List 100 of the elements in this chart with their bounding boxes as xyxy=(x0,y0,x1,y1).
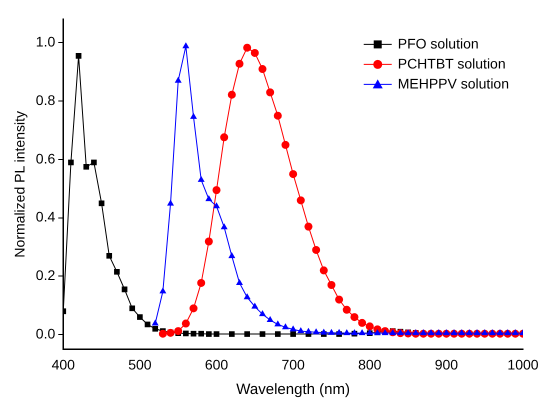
point xyxy=(235,60,244,68)
point xyxy=(190,330,196,337)
point xyxy=(466,329,473,336)
point xyxy=(197,278,206,287)
point xyxy=(76,53,82,59)
point xyxy=(213,202,220,208)
point xyxy=(290,325,297,332)
point xyxy=(312,328,320,334)
point xyxy=(204,238,213,246)
point xyxy=(251,302,258,309)
point xyxy=(229,331,235,337)
y-tick-label: 0.8 xyxy=(36,92,56,108)
point xyxy=(244,331,250,337)
legend-label: MEHPPV solution xyxy=(398,75,510,92)
point xyxy=(304,328,312,334)
point xyxy=(442,329,450,336)
legend-label: PFO solution xyxy=(398,35,479,52)
point xyxy=(250,48,259,57)
legend-label: PCHTBT solution xyxy=(398,55,506,72)
point xyxy=(512,329,519,336)
point xyxy=(320,266,328,274)
point xyxy=(152,326,158,332)
point xyxy=(174,327,182,336)
point xyxy=(282,323,289,330)
point xyxy=(327,280,336,289)
x-tick-label: 500 xyxy=(128,356,152,372)
point xyxy=(258,65,266,74)
point xyxy=(358,318,366,327)
point xyxy=(281,140,290,149)
y-axis-title: Normalized PL intensity xyxy=(11,111,28,258)
point xyxy=(266,88,274,96)
point xyxy=(220,133,228,142)
x-tick-label: 1000 xyxy=(507,356,539,372)
y-tick-label: 0.4 xyxy=(36,208,56,225)
point xyxy=(366,322,374,330)
point xyxy=(243,44,252,52)
point xyxy=(114,269,120,275)
point xyxy=(266,316,274,322)
point xyxy=(190,112,197,119)
point xyxy=(312,246,320,254)
point xyxy=(504,329,512,336)
point xyxy=(137,314,143,320)
point xyxy=(343,329,350,336)
point xyxy=(167,200,174,206)
point xyxy=(474,329,480,336)
point xyxy=(274,112,282,120)
point xyxy=(335,296,344,304)
point xyxy=(435,329,442,336)
point xyxy=(152,320,159,326)
point xyxy=(274,331,281,337)
point xyxy=(220,223,228,230)
point xyxy=(320,328,328,335)
point xyxy=(129,306,136,312)
point xyxy=(289,170,298,178)
point xyxy=(205,195,212,202)
x-tick-label: 900 xyxy=(434,356,458,372)
point xyxy=(183,330,189,336)
point xyxy=(458,329,466,336)
point xyxy=(274,320,282,326)
point xyxy=(122,286,128,292)
point xyxy=(244,293,251,300)
point xyxy=(342,306,351,314)
point xyxy=(98,200,104,206)
point xyxy=(481,329,488,336)
point xyxy=(450,329,458,336)
point xyxy=(159,287,166,294)
point xyxy=(228,90,236,99)
point xyxy=(91,160,97,166)
point xyxy=(106,252,112,259)
x-tick-label: 400 xyxy=(52,356,76,372)
point xyxy=(198,330,204,337)
point xyxy=(212,186,221,194)
point xyxy=(68,160,74,166)
point xyxy=(182,320,190,328)
point xyxy=(158,330,167,338)
point xyxy=(488,329,496,336)
point xyxy=(496,329,504,336)
y-tick-label: 1.0 xyxy=(36,34,56,50)
point xyxy=(336,328,343,335)
point xyxy=(296,196,305,204)
point xyxy=(228,252,236,258)
point xyxy=(190,304,198,312)
point xyxy=(83,164,90,170)
point xyxy=(174,76,182,83)
point xyxy=(297,327,304,334)
y-tick-label: 0.6 xyxy=(36,150,56,166)
point xyxy=(206,331,212,337)
point xyxy=(290,331,296,337)
point xyxy=(260,331,266,337)
y-tick-label: 0.2 xyxy=(36,267,56,284)
point xyxy=(350,313,358,322)
point xyxy=(198,176,205,182)
point xyxy=(144,322,150,328)
y-tick-label: 0.0 xyxy=(36,325,56,342)
x-tick-label: 800 xyxy=(358,356,382,372)
x-axis-title: Wavelength (nm) xyxy=(236,381,350,398)
point xyxy=(328,328,335,335)
point xyxy=(236,278,243,285)
point xyxy=(420,329,427,336)
point xyxy=(214,331,220,337)
